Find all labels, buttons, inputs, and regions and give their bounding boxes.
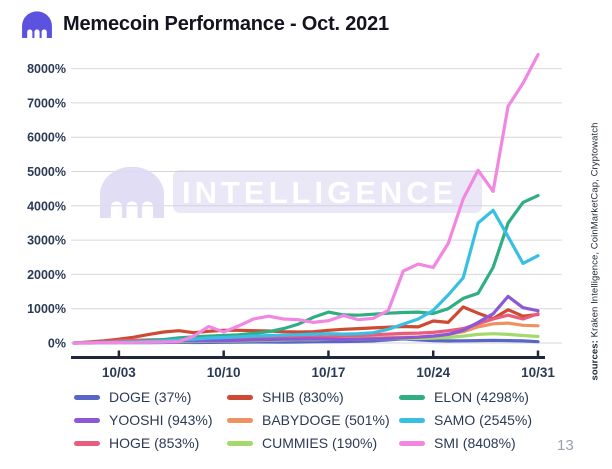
legend-label: DOGE (37%) (109, 389, 192, 405)
line-SHIB (72, 305, 540, 345)
series-lines (72, 52, 540, 345)
line-SMI (72, 52, 540, 345)
sources-note: sources: Kraken Intelligence, CoinMarket… (590, 81, 601, 423)
y-tick-label-6000: 6000% (27, 131, 66, 145)
y-tick-label-3000: 3000% (27, 234, 66, 248)
watermark-text: INTELLIGENCE (182, 175, 457, 210)
y-tick-label-8000: 8000% (27, 62, 66, 76)
legend-swatch (74, 440, 100, 446)
sources-label: sources: (589, 340, 601, 381)
legend-item-elon: ELON (4298%) (399, 389, 559, 405)
legend-label: ELON (4298%) (434, 389, 529, 405)
x-tick-label-10/10: 10/10 (207, 365, 241, 380)
x-tick-label-10/24: 10/24 (416, 365, 450, 380)
legend-item-doge: DOGE (37%) (74, 389, 227, 405)
legend-label: SMI (8408%) (434, 435, 516, 451)
legend-label: HOGE (853%) (109, 435, 200, 451)
page-title: Memecoin Performance - Oct. 2021 (63, 12, 389, 35)
legend-item-samo: SAMO (2545%) (399, 412, 559, 428)
legend-item-hoge: HOGE (853%) (74, 435, 227, 451)
kraken-watermark-icon (100, 166, 164, 218)
legend-label: CUMMIES (190%) (262, 435, 378, 451)
legend-swatch (399, 440, 425, 446)
legend-swatch (74, 394, 100, 400)
watermark-pill (173, 170, 482, 213)
legend-item-yooshi: YOOSHI (943%) (74, 412, 227, 428)
y-tick-label-5000: 5000% (27, 165, 66, 179)
watermark: INTELLIGENCE (100, 166, 482, 218)
legend-swatch (399, 394, 425, 400)
chart-header: Memecoin Performance - Oct. 2021 (20, 10, 389, 38)
y-tick-label-0: 0% (48, 337, 66, 351)
kraken-logo-icon (22, 11, 52, 38)
sources-text: Kraken Intelligence, CoinMarketCap, Cryp… (589, 122, 601, 341)
x-tick-label-10/31: 10/31 (521, 365, 555, 380)
legend-swatch (227, 394, 253, 400)
y-tick-label-4000: 4000% (27, 199, 66, 213)
legend-label: SAMO (2545%) (434, 412, 533, 428)
page-number: 13 (557, 437, 574, 454)
y-tick-label-7000: 7000% (27, 96, 66, 110)
legend-item-shib: SHIB (830%) (227, 389, 399, 405)
legend-swatch (227, 440, 253, 446)
legend-swatch (74, 417, 100, 423)
legend-item-cummies: CUMMIES (190%) (227, 435, 399, 451)
line-SAMO (72, 208, 540, 345)
y-tick-label-2000: 2000% (27, 268, 66, 282)
axis-labels: 0% 1000% 2000% 3000% 4000% 5000% 6000% 7000% 800… (27, 62, 555, 380)
x-tick-label-10/17: 10/17 (312, 365, 346, 380)
x-tick-label-10/03: 10/03 (102, 365, 136, 380)
legend-swatch (399, 417, 425, 423)
y-tick-label-1000: 1000% (27, 302, 66, 316)
legend-label: YOOSHI (943%) (109, 412, 213, 428)
legend-item-babydoge: BABYDOGE (501%) (227, 412, 399, 428)
axes (71, 350, 545, 359)
legend-label: SHIB (830%) (262, 389, 344, 405)
chart-legend: DOGE (37%) SHIB (830%) ELON (4298%) YOOSHI … (74, 389, 559, 451)
legend-swatch (227, 417, 253, 423)
legend-item-smi: SMI (8408%) (399, 435, 559, 451)
legend-label: BABYDOGE (501%) (262, 412, 390, 428)
